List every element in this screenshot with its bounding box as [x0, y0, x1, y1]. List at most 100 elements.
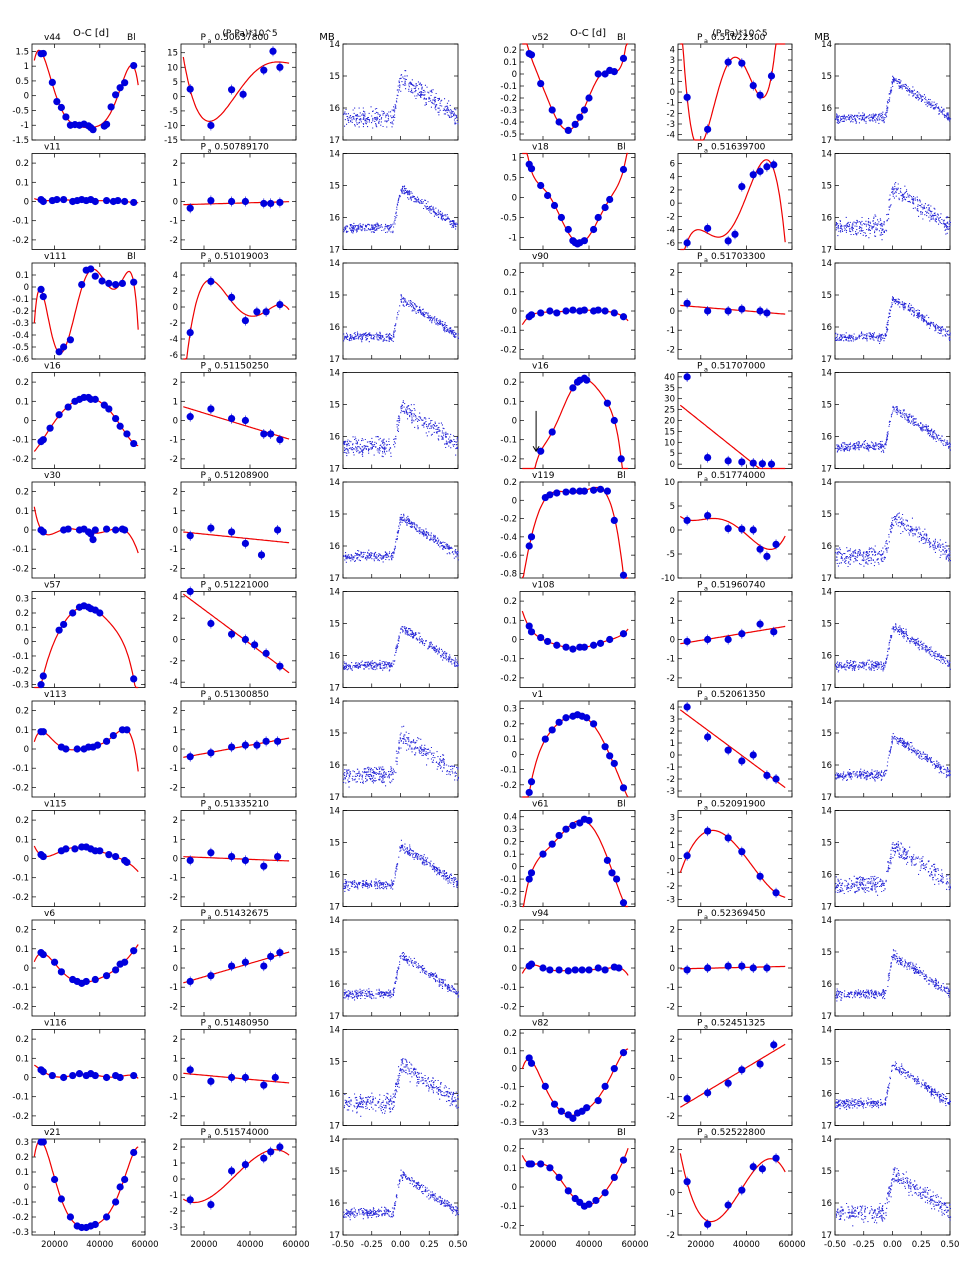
data-point — [525, 875, 533, 883]
y-tick-label: 5 — [173, 78, 178, 88]
data-point — [724, 237, 732, 245]
data-point — [539, 850, 547, 858]
y-tick-label: 0 — [173, 417, 178, 427]
period-value: 0.51432675 — [215, 909, 269, 919]
panel-row: 0.2 0.1 0 -0.1 -0.2 v108 2 1 0 -1 -2 P a 0.51960740 14… — [500, 581, 951, 694]
data-point — [610, 1173, 618, 1181]
data-point — [619, 1049, 628, 1057]
y-tick-label: -0.1 — [12, 983, 29, 993]
period-value: 0.50637800 — [215, 33, 270, 43]
column-headers: O-C [d] (P-Pa)*10^5 MB O-C [d] (P-Pa)*10… — [73, 28, 830, 43]
data-point — [564, 126, 572, 134]
data-point — [724, 1201, 732, 1209]
data-point — [102, 120, 111, 128]
y-tick-label: 0 — [24, 417, 29, 427]
data-point — [102, 196, 111, 205]
data-point — [91, 272, 99, 280]
y-tick-label: 0.1 — [503, 616, 517, 626]
y-tick-label: 0.1 — [15, 178, 29, 188]
period-label: P — [201, 690, 207, 700]
data-point — [121, 958, 129, 966]
data-point — [91, 1071, 99, 1080]
data-point — [731, 230, 739, 238]
star-label: v113 — [44, 690, 67, 700]
data-point — [763, 552, 771, 561]
data-point — [112, 281, 120, 289]
period-subscript: a — [704, 37, 708, 45]
data-point — [91, 975, 99, 984]
y-tick-label: 0 — [670, 964, 675, 974]
y-tick-label: 0.2 — [503, 838, 517, 848]
data-point — [619, 1156, 628, 1164]
y-tick-label: -6 — [170, 351, 178, 361]
data-point — [102, 972, 111, 980]
data-point — [525, 788, 533, 797]
y-tick-label: 0 — [670, 636, 675, 646]
star-label: v61 — [532, 800, 549, 810]
data-point — [57, 103, 65, 112]
y-tick-label: -0.1 — [500, 1202, 517, 1212]
data-point — [271, 1073, 279, 1082]
dp-frame — [180, 700, 297, 798]
data-point — [186, 753, 194, 761]
y-tick-label: -2 — [667, 212, 675, 222]
x-tick-label: 60000 — [282, 1240, 309, 1250]
panel-row: 0.4 0.3 0.2 0.1 0 -0.1 -0.2 -0.3 v61 Bl 3 2 1 0 -1 -2 -3… — [500, 800, 951, 913]
y-tick-label: -0.2 — [500, 515, 517, 525]
y-tick-label: -2 — [667, 1231, 675, 1241]
data-point — [228, 962, 236, 970]
dp-frame — [677, 262, 793, 360]
y-tick-label: 2 — [670, 269, 675, 279]
data-point — [102, 525, 111, 533]
y-tick-label: -0.2 — [12, 893, 29, 903]
data-point — [564, 1187, 572, 1195]
y-tick-label: -0.5 — [500, 130, 517, 140]
y-tick-label: 0.4 — [503, 813, 517, 823]
fit-curve — [182, 1149, 290, 1204]
y-tick-label: 0 — [173, 198, 178, 208]
y-tick-label: 15 — [329, 839, 340, 849]
data-point — [207, 524, 215, 532]
oc-frame — [31, 262, 146, 360]
data-point — [576, 113, 584, 121]
data-point — [619, 165, 628, 174]
y-tick-label: 35 — [664, 384, 675, 394]
panel-row: 0.2 0.1 0 -0.1 -0.2 v30 2 1 0 -1 -2 P a 0.51208900 14 1… — [12, 471, 459, 584]
lc-points — [343, 513, 459, 563]
lc-points — [343, 839, 459, 892]
y-tick-label: 0 — [173, 855, 178, 865]
data-point — [544, 637, 552, 646]
period-value: 0.52522800 — [711, 1128, 766, 1138]
data-point — [62, 113, 70, 121]
data-point — [610, 416, 618, 425]
data-point — [91, 1220, 99, 1229]
y-tick-label: 17 — [821, 903, 832, 913]
y-tick-label: -1 — [667, 326, 675, 336]
y-tick-label: 17 — [329, 355, 340, 365]
period-label: P — [697, 33, 703, 43]
y-tick-label: -0.6 — [12, 355, 29, 365]
blazhko-label: Bl — [127, 252, 136, 262]
y-tick-label: 15 — [821, 401, 832, 411]
data-point — [96, 847, 104, 855]
y-tick-label: 2 — [670, 1146, 675, 1156]
y-tick-label: -0.1 — [12, 1093, 29, 1103]
y-tick-label: -1 — [667, 1093, 675, 1103]
lc-frame — [834, 262, 951, 360]
y-tick-label: 16 — [821, 1199, 832, 1209]
x-tick-label: 0.50 — [941, 1240, 960, 1250]
data-point — [62, 745, 70, 753]
data-point — [207, 1077, 215, 1085]
y-tick-label: 16 — [821, 871, 832, 881]
data-point — [39, 293, 47, 301]
y-tick-label: 0 — [24, 1074, 29, 1084]
oc-frame — [519, 153, 636, 250]
y-tick-label: 14 — [329, 150, 340, 160]
data-point — [683, 1178, 691, 1186]
data-point — [601, 743, 609, 751]
data-point — [756, 91, 764, 99]
y-tick-label: 0 — [512, 1065, 517, 1075]
data-point — [39, 950, 47, 959]
data-point — [683, 299, 691, 307]
data-point — [569, 645, 577, 653]
